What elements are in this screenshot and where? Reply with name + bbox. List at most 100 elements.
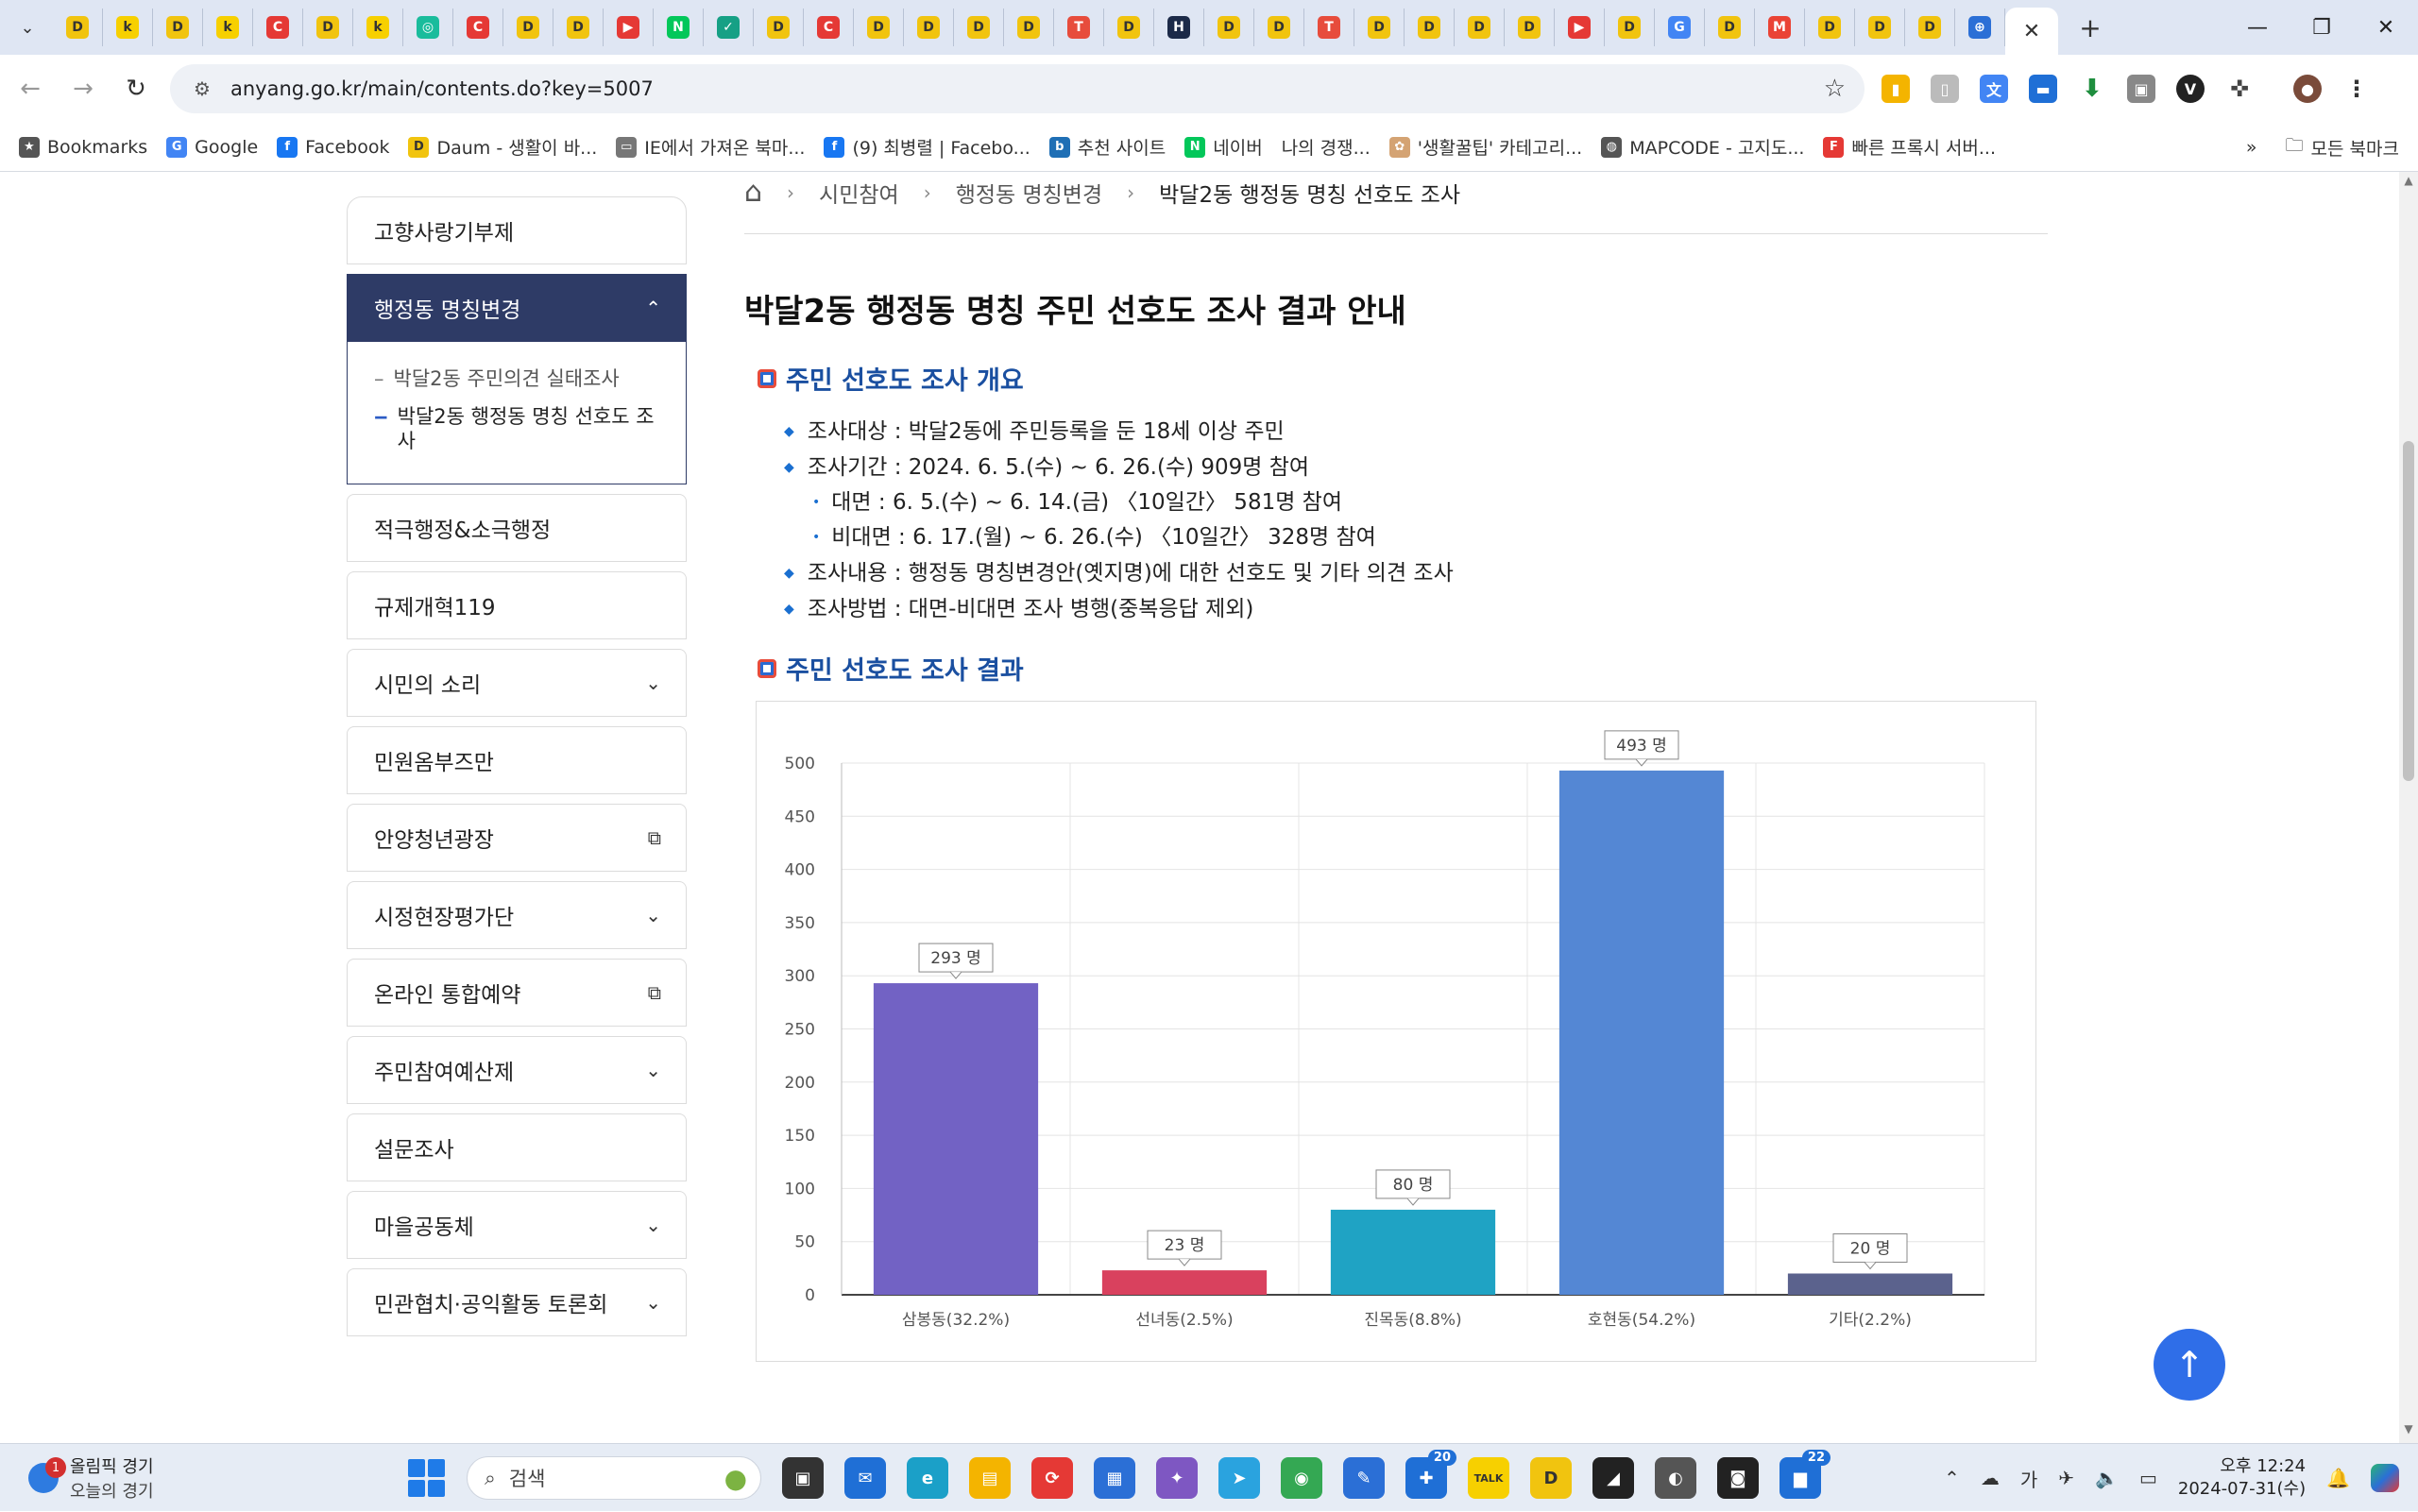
extension-vb-icon[interactable]: V <box>2176 75 2205 103</box>
browser-tab[interactable]: D <box>1705 8 1755 46</box>
browser-tab[interactable]: D <box>754 8 804 46</box>
new-tab-button[interactable]: + <box>2079 11 2102 43</box>
sidebar-item[interactable]: 행정동 명칭변경 ⌃ <box>347 274 687 342</box>
reload-icon[interactable]: ↻ <box>126 75 146 103</box>
browser-tab[interactable]: D <box>1855 8 1905 46</box>
extension-pin-icon[interactable]: ▯ <box>1931 75 1959 103</box>
scroll-down-icon[interactable]: ▼ <box>2404 1422 2413 1436</box>
sidebar-item[interactable]: 고향사랑기부제 <box>347 196 687 264</box>
browser-tab[interactable]: D <box>1905 8 1955 46</box>
site-info-icon[interactable]: ⚙ <box>194 77 211 100</box>
back-icon[interactable]: ← <box>20 75 41 103</box>
scrollbar-thumb[interactable] <box>2403 441 2414 781</box>
sidebar-item[interactable]: 안양청년광장 ⧉ <box>347 804 687 872</box>
bookmark-item[interactable]: f Facebook <box>277 136 389 158</box>
browser-tab[interactable]: N <box>654 8 704 46</box>
home-icon[interactable]: ⌂ <box>744 176 763 209</box>
bookmark-item[interactable]: ✿ '생활꿀팁' 카테고리... <box>1388 134 1582 160</box>
bookmark-item[interactable]: 나의 경쟁... <box>1282 134 1371 160</box>
bookmark-item[interactable]: f (9) 최병렬 | Facebo... <box>824 134 1030 160</box>
copilot-icon[interactable]: ✦ <box>1156 1457 1198 1499</box>
browser-tab[interactable]: D <box>1805 8 1855 46</box>
volume-icon[interactable]: 🔈 <box>2095 1467 2119 1489</box>
breadcrumb-item[interactable]: 시민참여 <box>819 182 899 208</box>
browser-tab[interactable]: D <box>503 8 553 46</box>
browser-tab[interactable]: k <box>103 8 153 46</box>
editor-icon[interactable]: ✎ <box>1343 1457 1385 1499</box>
address-bar[interactable]: ⚙ anyang.go.kr/main/contents.do?key=5007… <box>170 64 1865 113</box>
browser-tab[interactable]: D <box>1254 8 1304 46</box>
browser-tab[interactable]: M <box>1755 8 1805 46</box>
weather-widget[interactable]: 1 올림픽 경기 오늘의 경기 <box>28 1453 154 1503</box>
extension-translate-icon[interactable]: 文 <box>1980 75 2008 103</box>
daum-app-icon[interactable]: D <box>1530 1457 1572 1499</box>
bookmark-star-icon[interactable]: ☆ <box>1823 75 1846 103</box>
sidebar-item[interactable]: 마을공동체 ⌄ <box>347 1191 687 1259</box>
browser-tab[interactable]: k <box>203 8 253 46</box>
breadcrumb-item[interactable]: 행정동 명칭변경 <box>955 182 1103 208</box>
sidebar-item[interactable]: 주민참여예산제 ⌄ <box>347 1036 687 1104</box>
forward-icon[interactable]: → <box>73 75 94 103</box>
sidebar-item[interactable]: 적극행정&소극행정 <box>347 494 687 562</box>
bookmark-item[interactable]: ★ Bookmarks <box>19 136 147 158</box>
close-window-icon[interactable]: ✕ <box>2376 15 2395 40</box>
mail-icon[interactable]: ✉ <box>844 1457 886 1499</box>
bookmark-item[interactable]: ▭ IE에서 가져온 북마... <box>616 134 805 160</box>
browser-tab[interactable]: D <box>1354 8 1405 46</box>
bookmarks-more-icon[interactable]: » <box>2245 137 2257 158</box>
cloud-icon[interactable]: ☁ <box>1980 1467 2000 1489</box>
browser-tab[interactable]: ▶ <box>1555 8 1605 46</box>
menu-kebab-icon[interactable]: ⋮ <box>2342 75 2371 103</box>
battery-icon[interactable]: ▭ <box>2138 1467 2157 1489</box>
browser-tab[interactable]: D <box>53 8 103 46</box>
browser-tab[interactable]: ⊕ <box>1955 8 2005 46</box>
telegram-icon[interactable]: ➤ <box>1218 1457 1260 1499</box>
minimize-icon[interactable]: — <box>2247 15 2268 40</box>
all-bookmarks-button[interactable]: 🗀 모든 북마크 <box>2286 132 2399 162</box>
browser-tab[interactable]: C <box>453 8 503 46</box>
browser-tab[interactable]: H <box>1154 8 1204 46</box>
bookmark-item[interactable]: b 추천 사이트 <box>1048 134 1166 160</box>
browser-tab[interactable]: T <box>1304 8 1354 46</box>
bookmark-item[interactable]: G Google <box>166 136 258 158</box>
messenger-icon[interactable]: ✚ 20 <box>1405 1450 1456 1499</box>
browser-tab[interactable]: D <box>1405 8 1455 46</box>
address-url[interactable]: anyang.go.kr/main/contents.do?key=5007 <box>230 77 654 100</box>
airplane-icon[interactable]: ✈ <box>2058 1467 2075 1489</box>
copilot-tray-icon[interactable] <box>2371 1464 2399 1492</box>
scroll-top-button[interactable]: ↑ <box>2154 1329 2225 1401</box>
media-icon[interactable]: ◐ <box>1655 1457 1696 1499</box>
sidebar-item[interactable]: 시민의 소리 ⌄ <box>347 649 687 717</box>
browser-tab[interactable]: C <box>253 8 303 46</box>
browser-tab[interactable]: ✓ <box>704 8 754 46</box>
browser-tab[interactable]: D <box>1104 8 1154 46</box>
active-tab[interactable]: ✕ <box>2005 8 2058 55</box>
taskbar-search[interactable]: ⌕ 검색 ● <box>467 1456 761 1500</box>
browser-tab[interactable]: D <box>854 8 904 46</box>
sync-icon[interactable]: ⟳ <box>1031 1457 1073 1499</box>
notification-bell-icon[interactable]: 🔔 <box>2326 1467 2350 1489</box>
sidebar-item[interactable]: 규제개혁119 <box>347 571 687 639</box>
tray-chevron-icon[interactable]: ⌃ <box>1944 1467 1960 1489</box>
restore-icon[interactable]: ❐ <box>2312 15 2331 40</box>
sidebar-item[interactable]: 민원옴부즈만 <box>347 726 687 794</box>
camera-icon[interactable]: ◙ <box>1717 1457 1759 1499</box>
ime-indicator[interactable]: 가 <box>2019 1468 2038 1491</box>
store-icon[interactable]: ▦ <box>1094 1457 1135 1499</box>
browser-tab[interactable]: D <box>1455 8 1505 46</box>
browser-tab[interactable]: T <box>1054 8 1104 46</box>
browser-tab[interactable]: G <box>1655 8 1705 46</box>
browser-tab[interactable]: D <box>303 8 353 46</box>
sidebar-item[interactable]: 설문조사 <box>347 1113 687 1181</box>
page-scrollbar[interactable]: ▲ ▼ <box>2399 172 2418 1443</box>
sidebar-item[interactable]: 민관협치·공익활동 토론회 ⌄ <box>347 1268 687 1336</box>
sidebar-item[interactable]: 온라인 통합예약 ⧉ <box>347 959 687 1027</box>
browser-tab[interactable]: D <box>153 8 203 46</box>
browser-tab[interactable]: D <box>904 8 954 46</box>
browser-tab[interactable]: D <box>1004 8 1054 46</box>
browser-tab[interactable]: D <box>1505 8 1555 46</box>
notes-icon[interactable]: ◢ <box>1592 1457 1634 1499</box>
sidebar-subitem[interactable]: ‒ 박달2동 행정동 명칭 선호도 조사 <box>374 404 667 453</box>
tab-search-icon[interactable]: ⌄ <box>20 17 35 38</box>
start-icon[interactable] <box>408 1459 446 1497</box>
